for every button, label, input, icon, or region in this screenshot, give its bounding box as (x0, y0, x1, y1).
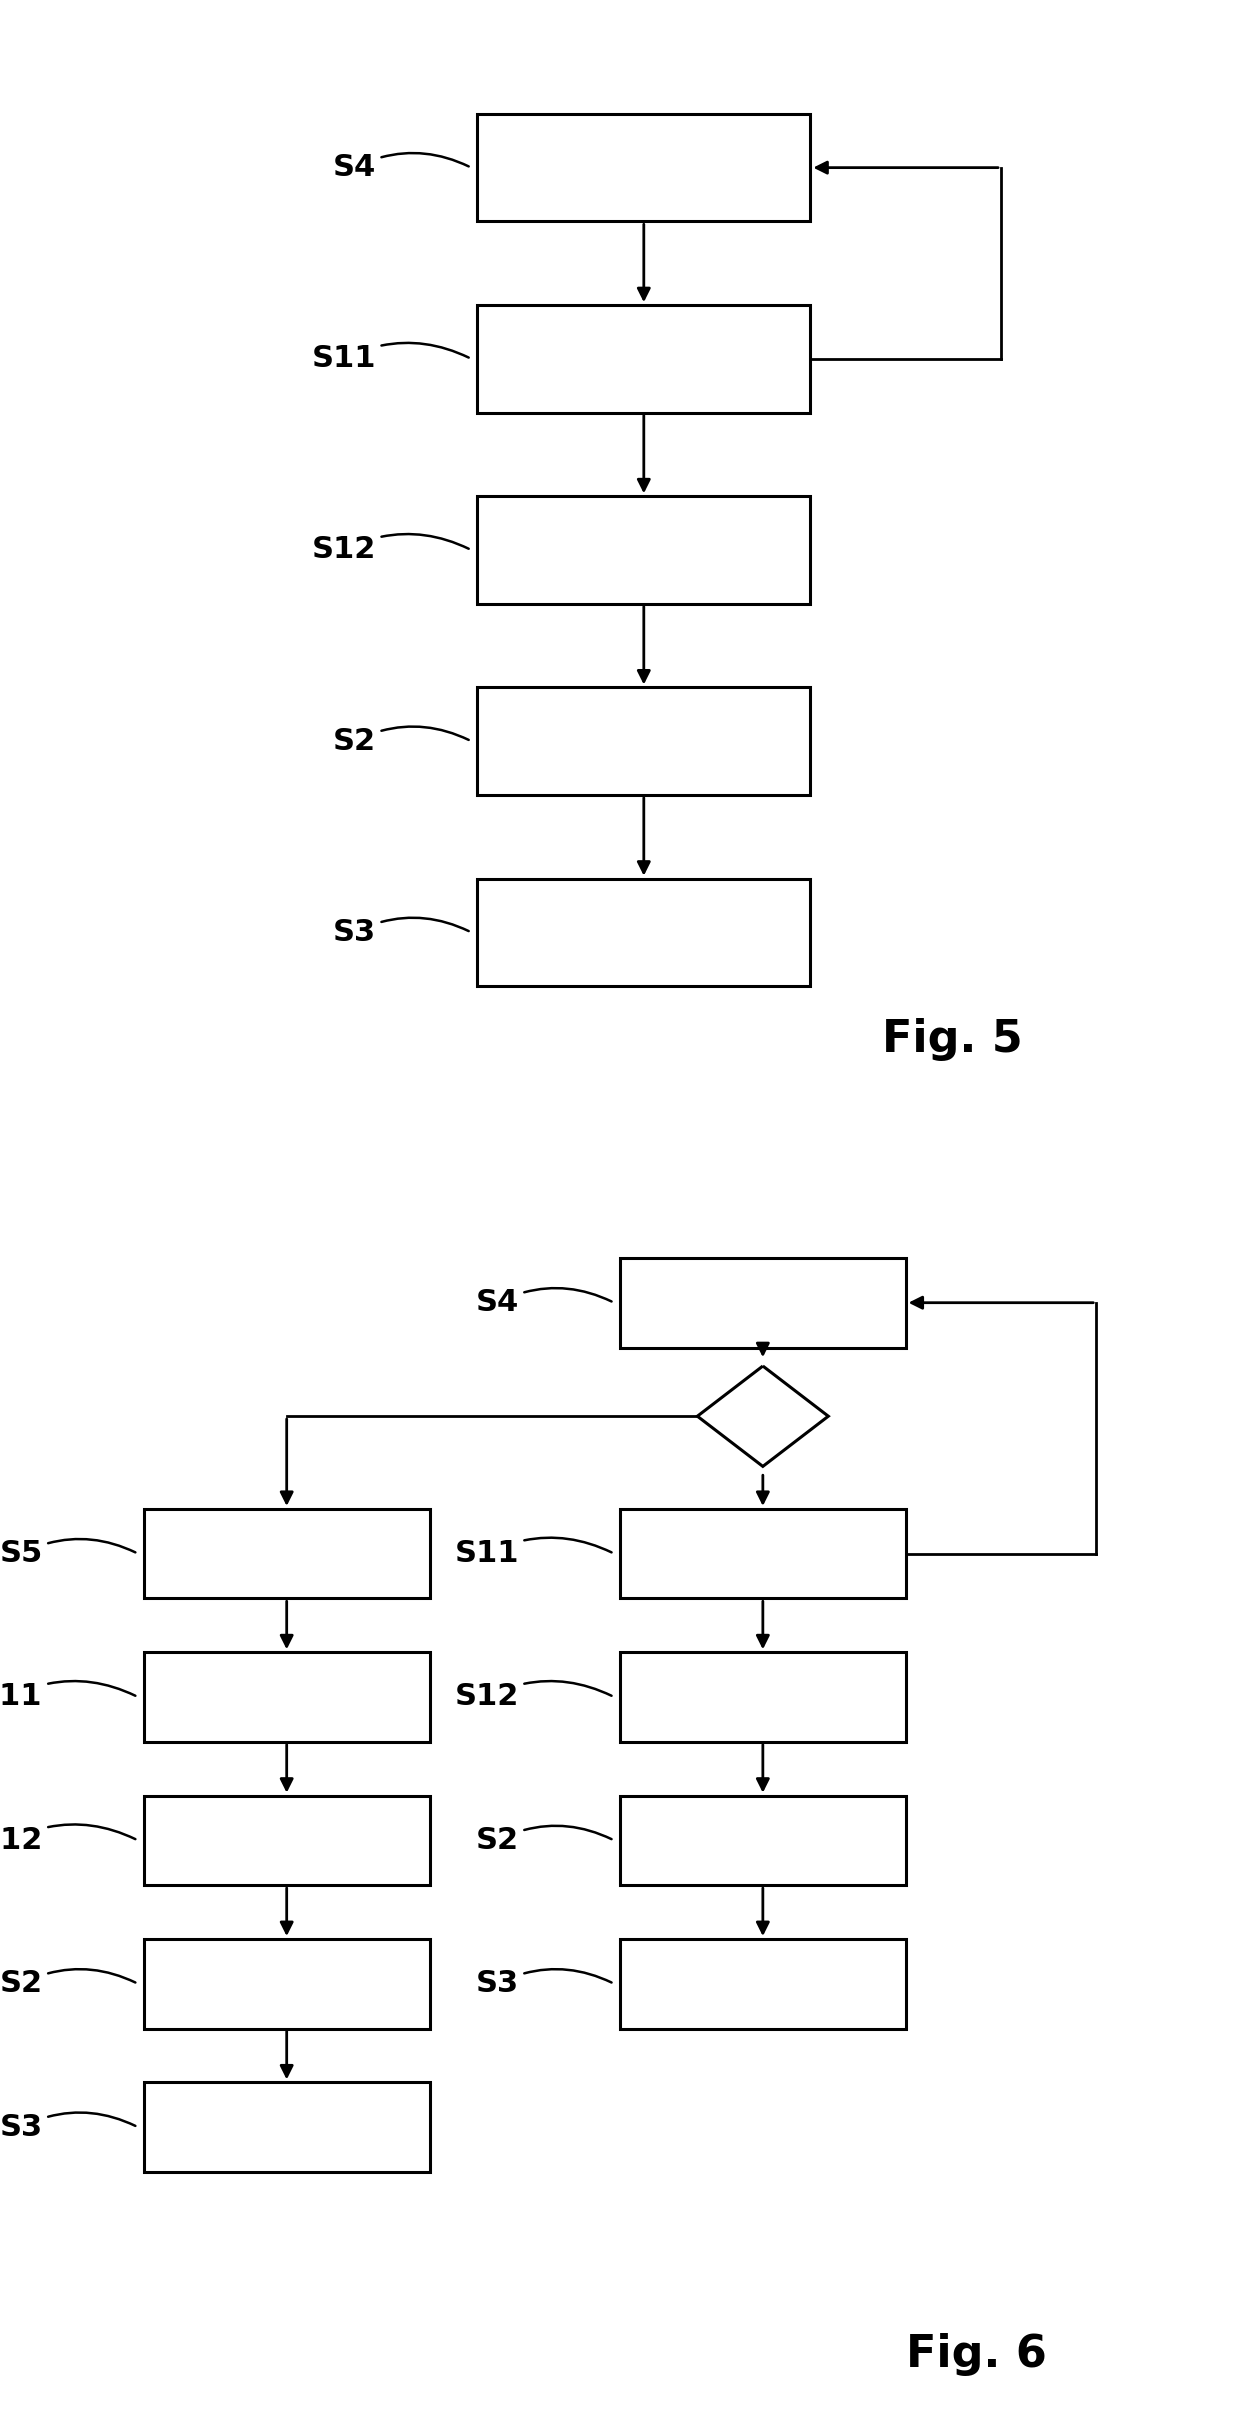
Text: S11: S11 (311, 342, 469, 374)
Bar (477, 114, 811, 221)
Text: S3: S3 (0, 2113, 135, 2142)
Text: Fig. 5: Fig. 5 (882, 1019, 1023, 1060)
Text: S2: S2 (0, 1970, 135, 1999)
Text: S12: S12 (311, 534, 469, 565)
Bar (477, 306, 811, 412)
Bar (620, 1509, 905, 1599)
Bar (144, 2082, 429, 2171)
Bar (144, 1652, 429, 1742)
Bar (144, 1938, 429, 2028)
Bar (620, 1938, 905, 2028)
Bar (620, 1652, 905, 1742)
Text: S4: S4 (476, 1288, 611, 1317)
Text: S12: S12 (454, 1681, 611, 1710)
Text: S4: S4 (332, 153, 469, 182)
Text: S3: S3 (476, 1970, 611, 1999)
Bar (620, 1795, 905, 1885)
Text: S12: S12 (0, 1824, 135, 1856)
Text: S2: S2 (476, 1827, 611, 1856)
Text: S11: S11 (454, 1538, 611, 1567)
Text: S2: S2 (332, 725, 469, 754)
Bar (477, 687, 811, 796)
Bar (144, 1795, 429, 1885)
Bar (477, 497, 811, 604)
Bar (620, 1259, 905, 1346)
Text: S5: S5 (0, 1538, 135, 1567)
Text: S11: S11 (0, 1681, 135, 1710)
Bar (477, 878, 811, 985)
Text: S3: S3 (332, 917, 469, 946)
Text: Fig. 6: Fig. 6 (905, 2334, 1047, 2375)
Bar (144, 1509, 429, 1599)
